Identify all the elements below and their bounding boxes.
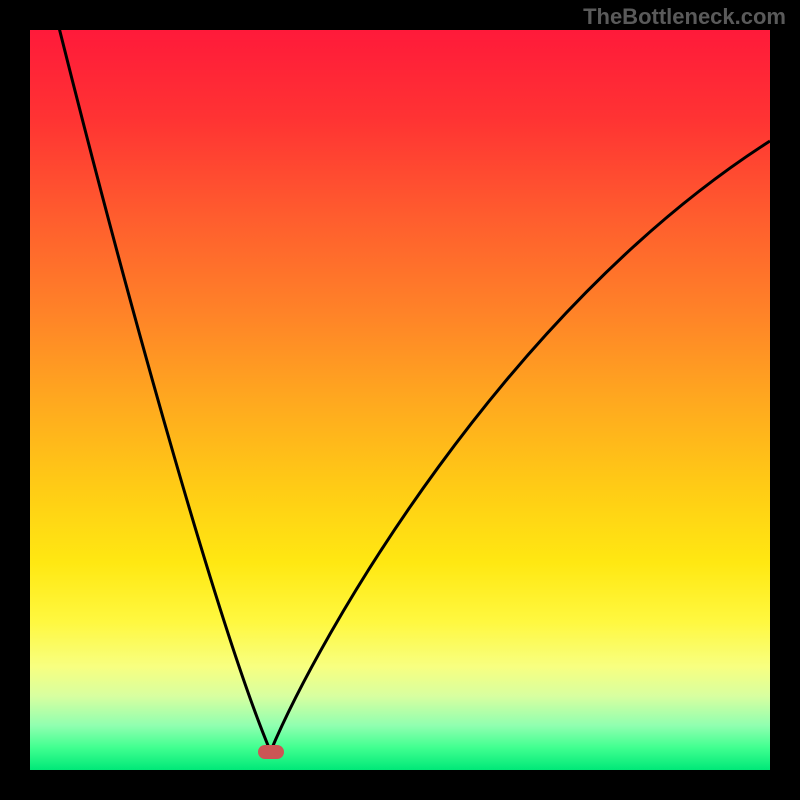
plot-area: [30, 30, 770, 770]
cusp-marker: [258, 745, 284, 759]
bottleneck-curve: [30, 30, 770, 770]
watermark-text: TheBottleneck.com: [583, 4, 786, 30]
